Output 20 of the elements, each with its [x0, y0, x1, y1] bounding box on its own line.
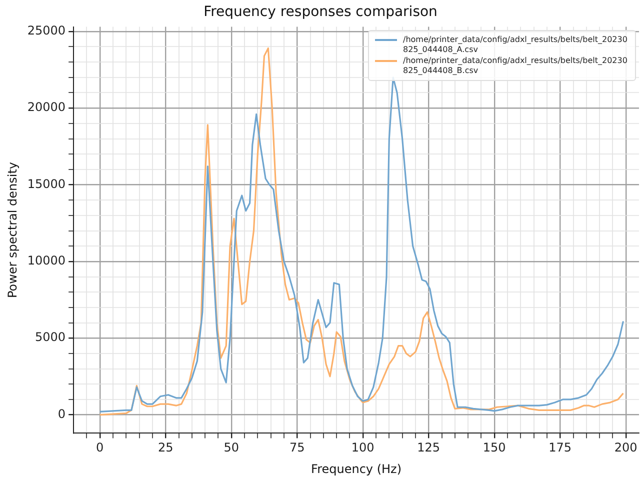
- y-tick-label: 20000: [27, 100, 66, 114]
- chart-title: Frequency responses comparison: [204, 4, 438, 20]
- y-tick-label: 25000: [27, 24, 66, 38]
- y-axis-title: Power spectral density: [5, 162, 20, 298]
- x-tick-label: 100: [351, 440, 374, 455]
- y-tick-label: 10000: [27, 254, 66, 268]
- x-axis-title: Frequency (Hz): [311, 462, 402, 476]
- legend-label: /home/printer_data/config/adxl_results/belts/belt_20230825_044408_B.csv: [403, 56, 628, 76]
- x-tick-label: 75: [289, 440, 305, 455]
- x-tick-label: 175: [548, 440, 572, 455]
- x-tick-label: 25: [158, 440, 174, 455]
- y-tick-label: 15000: [27, 176, 66, 191]
- y-tick-label: 0: [58, 406, 66, 421]
- x-tick-label: 50: [224, 440, 240, 455]
- legend-label: /home/printer_data/config/adxl_results/belts/belt_20230825_044408_A.csv: [403, 34, 628, 55]
- x-tick-label: 0: [96, 440, 104, 455]
- x-tick-label: 125: [417, 440, 440, 455]
- x-tick-label: 150: [482, 440, 506, 455]
- x-tick-label: 200: [614, 440, 638, 455]
- y-tick-label: 5000: [35, 330, 66, 344]
